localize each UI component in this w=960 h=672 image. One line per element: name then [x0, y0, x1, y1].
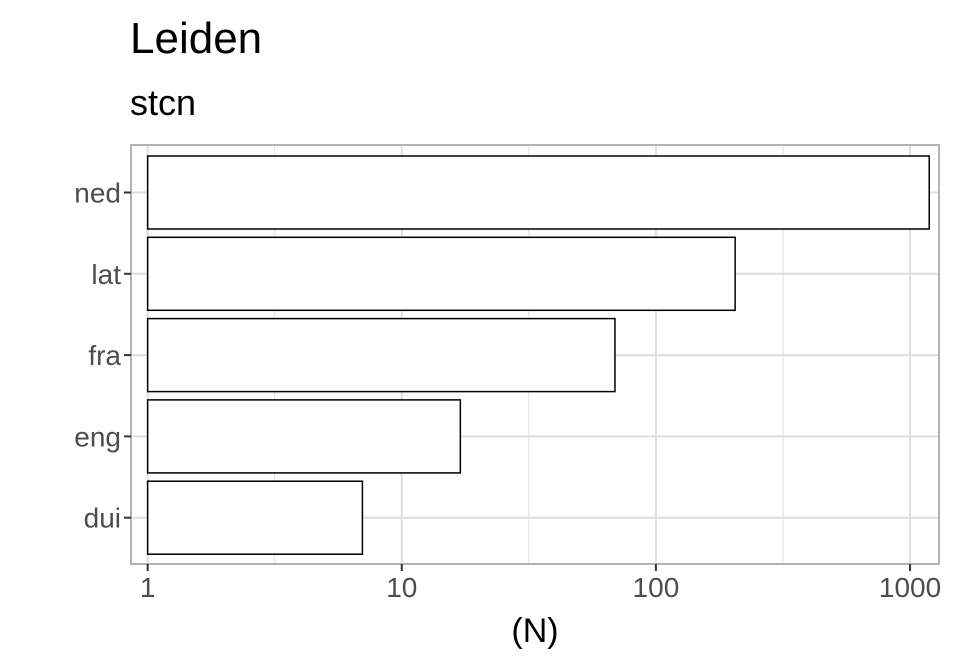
x-tick-label: 10 [386, 572, 417, 603]
chart-subtitle: stcn [130, 82, 197, 123]
y-tick-label-eng: eng [74, 421, 121, 452]
bar-eng [146, 399, 462, 474]
bar-fra [146, 317, 616, 393]
x-tick-label: 1 [140, 572, 156, 603]
y-tick-label-fra: fra [88, 340, 121, 371]
chart-title: Leiden [130, 14, 263, 63]
y-tick-label-dui: dui [84, 503, 121, 534]
bars [146, 155, 930, 555]
y-tick-label-ned: ned [74, 178, 121, 209]
y-tick-label-lat: lat [91, 259, 121, 290]
axis-ticks: ned lat fra eng dui 1 10 100 1000 [74, 178, 941, 604]
bar-ned [146, 155, 930, 230]
bar-dui [146, 480, 364, 555]
bar-lat [146, 236, 736, 312]
x-axis-title: (N) [511, 612, 558, 650]
x-tick-label: 100 [633, 572, 680, 603]
x-tick-label: 1000 [879, 572, 941, 603]
